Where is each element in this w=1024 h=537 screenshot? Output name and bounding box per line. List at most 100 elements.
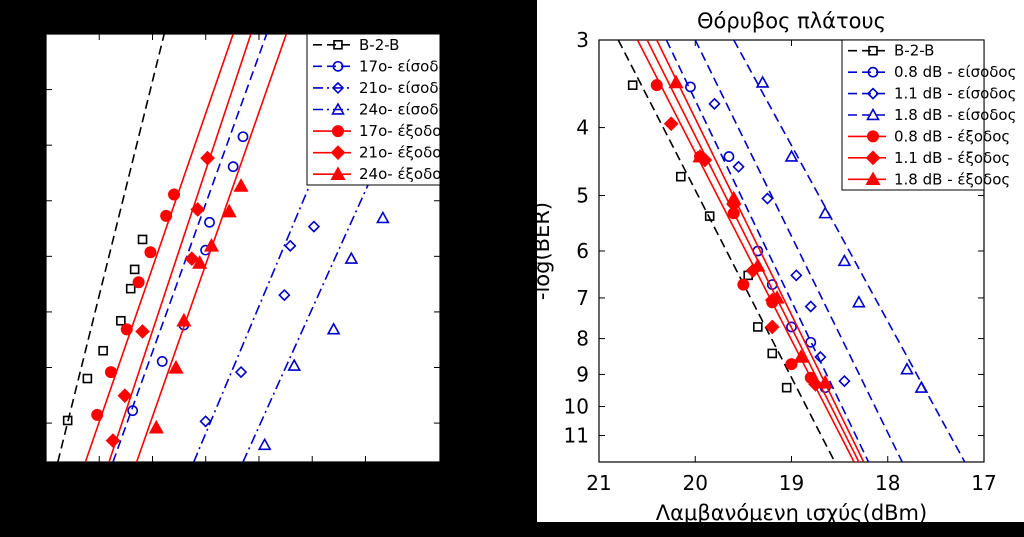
legend-marker: [331, 81, 345, 95]
series-line: [112, 34, 268, 462]
series-line: [646, 40, 860, 462]
y-tick-label: 4: [576, 116, 589, 140]
data-point: [663, 116, 679, 132]
data-point: [190, 202, 206, 217]
data-point: [767, 348, 778, 359]
data-point: [650, 79, 663, 92]
data-point: [326, 322, 341, 335]
data-point: [257, 437, 272, 451]
data-point: [82, 373, 93, 384]
left-chart: B-2-B 17ο- είσοδος 21ο- είσοδος 24ο- είσοδο…: [46, 33, 456, 462]
legend-marker: [330, 166, 346, 180]
data-point: [726, 190, 742, 205]
data-point: [120, 323, 133, 336]
data-point: [753, 322, 763, 332]
data-point: [204, 216, 215, 228]
legend: B-2-B 0.8 dB - είσοδος 1.1 dB - είσοδος 1.8…: [841, 39, 1016, 191]
legend-marker: [333, 39, 343, 50]
data-point: [852, 295, 866, 308]
data-point: [176, 312, 192, 327]
data-point: [148, 419, 164, 434]
series-line: [656, 40, 865, 462]
data-point: [838, 374, 851, 388]
data-point: [160, 209, 173, 222]
data-point: [200, 150, 215, 166]
data-point: [761, 192, 774, 205]
legend-label: 17ο- είσοδος: [359, 57, 456, 75]
data-point: [804, 300, 817, 313]
data-point: [284, 239, 297, 252]
data-point: [91, 408, 104, 421]
legend-label: 1.1 dB - έξοδος: [894, 149, 1010, 167]
data-point: [685, 81, 696, 93]
data-point: [129, 264, 140, 275]
data-point: [732, 160, 745, 173]
legend-marker: [330, 145, 346, 160]
data-point: [376, 210, 390, 224]
legend-label: 24ο- είσοδος: [359, 101, 456, 119]
legend-marker: [865, 150, 881, 166]
data-point: [237, 131, 249, 143]
legend-marker: [866, 130, 879, 143]
data-point: [144, 246, 157, 259]
data-point: [784, 149, 799, 162]
data-point: [105, 433, 121, 448]
right-chart-panel: 21 20 19 18 17 3 4 5 6 7 8 9 10 11 B-2-B 0.8 dB - είσοδ…: [537, 0, 1024, 522]
data-point: [627, 80, 638, 90]
legend-marker: [868, 45, 878, 56]
series-line: [636, 40, 855, 462]
data-point: [750, 258, 766, 272]
data-point: [668, 74, 684, 89]
y-tick-label: 5: [576, 183, 589, 207]
series-line: [665, 40, 870, 462]
legend-label: 1.1 dB - είσοδος: [894, 85, 1016, 103]
data-point: [221, 203, 237, 218]
y-tick-label: 6: [576, 239, 589, 263]
series-line: [84, 34, 234, 462]
data-point: [793, 349, 809, 363]
data-point: [168, 188, 181, 201]
x-axis-label: Λαμβανόμενη ισχύς(dBm): [656, 501, 927, 522]
legend-marker: [331, 125, 344, 138]
data-point: [785, 358, 798, 371]
data-point: [234, 365, 248, 379]
chart-title: Θόρυβος πλάτους: [697, 9, 886, 33]
right-chart: 21 20 19 18 17 3 4 5 6 7 8 9 10 11 B-2-B 0.8 dB - είσοδ…: [537, 9, 1016, 522]
data-point: [914, 380, 929, 393]
y-tick-label: 7: [576, 286, 589, 310]
legend-label: 1.8 dB - έξοδος: [894, 170, 1010, 188]
y-tick-label: 11: [564, 424, 589, 448]
legend-label: 21ο- είσοδος: [359, 79, 456, 97]
x-tick-label: 19: [779, 471, 804, 495]
data-point: [125, 283, 136, 294]
data-point: [105, 366, 118, 379]
left-chart-panel: B-2-B 17ο- είσοδος 21ο- είσοδος 24ο- είσοδο…: [46, 33, 456, 462]
legend-marker: [865, 171, 881, 186]
y-tick-label: 9: [576, 362, 589, 386]
data-point: [98, 345, 108, 356]
data-point: [116, 315, 126, 326]
data-point: [132, 276, 145, 289]
data-point: [769, 290, 785, 304]
data-point: [192, 255, 208, 269]
legend-label: 1.8 dB - είσοδος: [894, 106, 1016, 124]
legend-label: 24ο- έξοδος: [359, 165, 450, 183]
data-point: [781, 382, 792, 393]
data-point: [790, 269, 803, 282]
data-point: [199, 415, 212, 428]
data-point: [837, 253, 852, 267]
legend-marker: [866, 87, 880, 100]
data-point: [704, 211, 715, 221]
x-tick-label: 18: [875, 471, 900, 495]
data-point: [307, 220, 321, 233]
data-point: [233, 178, 249, 192]
data-point: [692, 148, 708, 163]
data-point: [344, 251, 359, 264]
legend-box: [306, 33, 441, 186]
data-point: [818, 206, 833, 219]
y-tick-label: 8: [576, 327, 589, 351]
series-line: [108, 34, 252, 462]
legend-marker: [332, 60, 344, 72]
data-point: [764, 319, 780, 335]
legend-marker: [331, 102, 345, 115]
